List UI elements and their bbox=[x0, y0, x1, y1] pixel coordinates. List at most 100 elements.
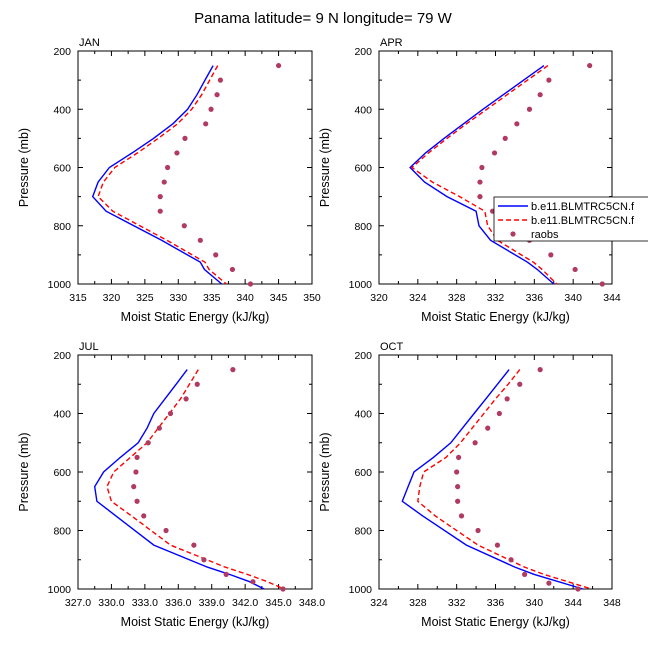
x-tick-label: 336.0 bbox=[165, 597, 191, 609]
raobs-point bbox=[454, 469, 460, 475]
raobs-point bbox=[517, 381, 523, 387]
x-tick-label: 333.0 bbox=[132, 597, 158, 609]
x-tick-label: 327.0 bbox=[65, 597, 91, 609]
raobs-point bbox=[247, 281, 254, 287]
y-tick-label: 600 bbox=[354, 467, 372, 479]
raobs-point bbox=[502, 135, 508, 141]
raobs-point bbox=[477, 179, 483, 185]
raobs-point bbox=[522, 571, 528, 577]
model-line-solid bbox=[401, 369, 584, 590]
y-tick-label: 800 bbox=[354, 221, 372, 233]
panel-jan: JAN 315 320 325 330 335 340 345 350 200 400 600 800 1… bbox=[17, 37, 321, 324]
x-tick-label: 336 bbox=[526, 292, 544, 304]
panel-title: JAN bbox=[79, 37, 100, 49]
raobs-point bbox=[477, 194, 483, 200]
y-axis-label: Pressure (mb) bbox=[17, 432, 31, 511]
raobs-point bbox=[537, 367, 543, 373]
legend-label: b.e11.BLMTRC5CN.f bbox=[531, 215, 635, 227]
raobs-point bbox=[145, 440, 151, 446]
model-line-dashed bbox=[410, 65, 558, 285]
raobs-point bbox=[537, 92, 543, 98]
raobs-point bbox=[472, 440, 478, 446]
raobs-point bbox=[182, 135, 188, 141]
y-tick-label: 200 bbox=[53, 350, 71, 362]
x-tick-label: 332 bbox=[448, 597, 466, 609]
y-axis-label: Pressure (mb) bbox=[318, 432, 332, 511]
model-line-solid bbox=[93, 369, 265, 590]
raobs-point bbox=[485, 425, 491, 431]
x-tick-label: 340 bbox=[526, 597, 544, 609]
y-tick-label: 800 bbox=[53, 221, 71, 233]
panel-title: OCT bbox=[380, 341, 404, 353]
y-tick-label: 200 bbox=[53, 46, 71, 58]
raobs-point bbox=[475, 527, 481, 534]
raobs-point bbox=[161, 179, 167, 185]
plot-frame bbox=[77, 50, 313, 285]
raobs-point bbox=[496, 410, 502, 417]
raobs-point bbox=[455, 498, 461, 504]
y-tick-label: 600 bbox=[53, 163, 71, 175]
legend-label: b.e11.BLMTRC5CN.f bbox=[531, 201, 635, 213]
raobs-point bbox=[275, 62, 282, 69]
raobs-point bbox=[174, 150, 180, 156]
x-axis-label: Moist Static Energy (kJ/kg) bbox=[421, 615, 570, 629]
raobs-point bbox=[163, 527, 169, 534]
raobs-point bbox=[197, 237, 203, 243]
raobs-point bbox=[141, 513, 147, 519]
y-axis-label: Pressure (mb) bbox=[17, 128, 31, 207]
raobs-point bbox=[134, 498, 140, 504]
figure-title: Panama latitude= 9 N longitude= 79 W bbox=[194, 10, 453, 27]
raobs-point bbox=[455, 484, 461, 490]
raobs-point bbox=[203, 121, 209, 127]
x-tick-label: 335 bbox=[203, 292, 221, 304]
raobs-point bbox=[458, 513, 465, 519]
raobs-point bbox=[217, 77, 224, 83]
raobs-point bbox=[587, 62, 593, 69]
y-tick-label: 1000 bbox=[349, 279, 373, 291]
raobs-point bbox=[157, 194, 163, 200]
raobs-point bbox=[526, 106, 533, 112]
x-tick-label: 320 bbox=[370, 292, 388, 304]
y-tick-label: 1000 bbox=[349, 584, 373, 596]
raobs-point bbox=[572, 266, 578, 273]
raobs-point bbox=[508, 557, 514, 563]
x-tick-label: 342.0 bbox=[232, 597, 258, 609]
raobs-point bbox=[250, 579, 256, 585]
y-tick-label: 400 bbox=[354, 104, 372, 116]
x-tick-label: 330 bbox=[170, 292, 188, 304]
raobs-point bbox=[575, 586, 581, 592]
panel-title: APR bbox=[380, 37, 403, 49]
panels: JAN 315 320 325 330 335 340 345 350 200 400 600 800 1… bbox=[17, 37, 648, 629]
raobs-point bbox=[134, 454, 140, 460]
raobs-point bbox=[280, 586, 286, 592]
raobs-point bbox=[491, 150, 498, 156]
y-tick-label: 200 bbox=[354, 350, 372, 362]
x-tick-label: 330.0 bbox=[98, 597, 124, 609]
raobs-point bbox=[156, 425, 162, 431]
legend-label: raobs bbox=[531, 229, 559, 241]
raobs-point bbox=[514, 121, 520, 127]
raobs-point bbox=[546, 77, 552, 83]
y-axis-label: Pressure (mb) bbox=[318, 128, 332, 207]
raobs-point bbox=[479, 164, 485, 171]
x-axis-label: Moist Static Energy (kJ/kg) bbox=[421, 310, 570, 324]
x-tick-label: 344 bbox=[564, 597, 582, 609]
raobs-point bbox=[157, 208, 163, 214]
y-tick-label: 200 bbox=[354, 46, 372, 58]
raobs-point bbox=[181, 223, 187, 229]
model-line-dashed bbox=[417, 369, 592, 590]
y-tick-label: 1000 bbox=[48, 584, 72, 596]
plot-frame bbox=[378, 50, 613, 285]
x-tick-label: 325 bbox=[136, 292, 154, 304]
legend: b.e11.BLMTRC5CN.f b.e11.BLMTRC5CN.f raobs bbox=[493, 196, 648, 242]
x-tick-label: 332 bbox=[487, 292, 505, 304]
legend-box bbox=[493, 196, 648, 242]
raobs-point bbox=[223, 571, 229, 577]
panel-apr: APR 320 324 328 332 336 340 344 200 400 600 800 1000… bbox=[318, 37, 648, 324]
x-tick-label: 320 bbox=[103, 292, 121, 304]
x-tick-label: 350 bbox=[303, 292, 321, 304]
x-tick-label: 336 bbox=[487, 597, 505, 609]
raobs-point bbox=[201, 557, 207, 563]
x-tick-label: 315 bbox=[69, 292, 87, 304]
x-tick-label: 339.0 bbox=[199, 597, 225, 609]
